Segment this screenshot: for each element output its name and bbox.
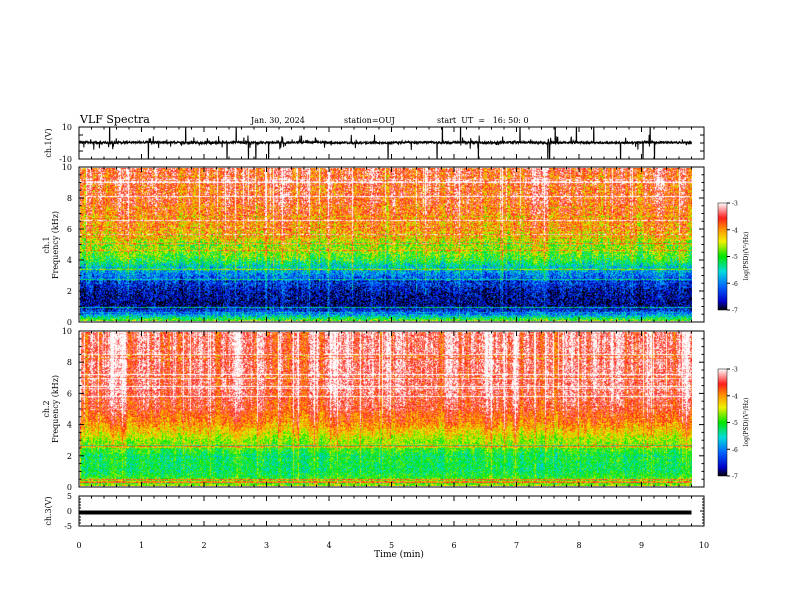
y-tick-label: 2 — [67, 287, 72, 296]
x-tick-label: 3 — [264, 541, 269, 550]
x-tick-label: 10 — [699, 541, 709, 550]
axis-labels: 0 1 2 3 4 5 6 7 8 9 100246810-3-4-5-6-70246810-3-4… — [59, 123, 738, 550]
ch1-colorbar — [717, 202, 728, 311]
y-tick-label: 6 — [67, 389, 72, 398]
colorbar-tick-label: -6 — [732, 281, 738, 288]
y-tick-label: 2 — [67, 452, 72, 461]
ch3-waveform-trace — [79, 510, 692, 515]
figure-title: VLF Spectra — [79, 113, 150, 126]
y-tick-label: 0 — [67, 318, 72, 327]
y-tick-label: 8 — [67, 358, 72, 367]
ch1-spectrogram-ylabel-top: ch.1 — [42, 236, 51, 253]
ch2-spectrogram-ylabel-top: ch.2 — [42, 400, 51, 417]
y-tick-label: 0 — [67, 507, 72, 516]
colorbar-tick-label: -5 — [732, 420, 738, 427]
y-tick-label: 5 — [67, 492, 72, 501]
y-tick-label: 4 — [67, 421, 72, 430]
x-axis-label: Time (min) — [374, 549, 424, 560]
ch1-spectrogram-image — [80, 168, 692, 321]
x-tick-label: 2 — [201, 541, 206, 550]
colorbar-tick-label: -5 — [732, 254, 738, 261]
colorbar-tick-label: -4 — [732, 227, 738, 234]
colorbar-tick-label: -3 — [732, 367, 738, 374]
x-tick-label: 4 — [326, 541, 331, 550]
colorbar-tick-label: -7 — [732, 308, 738, 315]
colorbar-tick-label: -4 — [732, 393, 738, 400]
y-tick-label: 10 — [62, 163, 72, 172]
ch1-spectrogram-ylabel: Frequency (kHz) — [51, 211, 60, 279]
x-tick-label: 7 — [514, 541, 519, 550]
y-tick-label: 6 — [67, 225, 72, 234]
ch2-spectrogram-image — [80, 332, 692, 486]
y-tick-label: 8 — [67, 194, 72, 203]
ch2-spectrogram-ylabel: Frequency (kHz) — [51, 375, 60, 443]
axis-ticks — [78, 126, 730, 527]
x-tick-label: 0 — [76, 541, 81, 550]
colorbar-tick-label: -3 — [732, 201, 738, 208]
x-tick-label: 6 — [451, 541, 456, 550]
y-tick-label: 4 — [67, 256, 72, 265]
x-tick-label: 9 — [639, 541, 644, 550]
y-tick-label: 10 — [62, 123, 72, 132]
figure-start-time: start UT = 16: 50: 0 — [437, 116, 529, 125]
ch2-colorbar — [717, 368, 728, 477]
x-tick-label: 8 — [576, 541, 581, 550]
y-tick-label: -10 — [59, 155, 72, 164]
ch1-colorbar-label: log(PSD)(V²/Hz) — [743, 232, 750, 281]
figure-station: station=OUJ — [344, 116, 395, 125]
y-tick-label: 10 — [62, 327, 72, 336]
ch3-waveform-ylabel: ch.3(V) — [44, 496, 53, 525]
ch1-waveform-ylabel: ch.1(V) — [44, 128, 53, 157]
colorbar-tick-label: -7 — [732, 474, 738, 481]
ch1-waveform-trace — [79, 127, 692, 159]
colorbar-tick-label: -6 — [732, 447, 738, 454]
figure-date: Jan. 30, 2024 — [250, 116, 305, 125]
x-tick-label: 1 — [139, 541, 144, 550]
ch2-colorbar-label: log(PSD)(V²/Hz) — [743, 398, 750, 447]
x-tick-label: 5 — [389, 541, 394, 550]
y-tick-label: -5 — [64, 522, 72, 531]
y-tick-label: 0 — [67, 483, 72, 492]
